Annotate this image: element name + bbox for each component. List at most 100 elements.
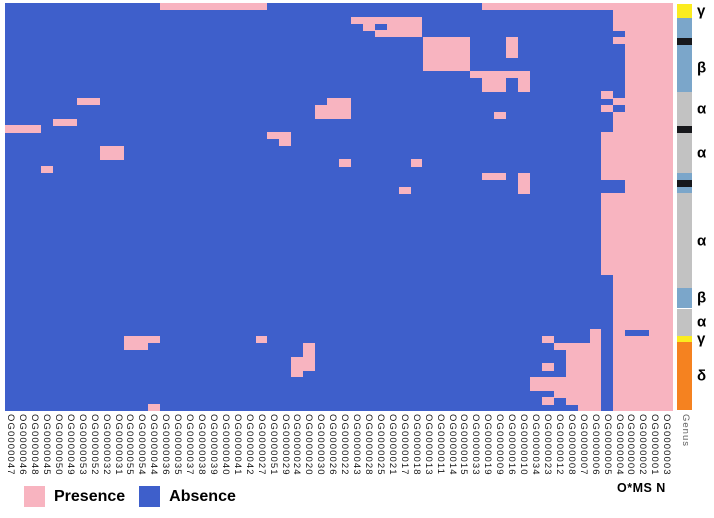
presence-run: [517, 186, 530, 194]
presence-run: [315, 105, 351, 113]
presence-run: [124, 336, 161, 344]
x-axis-label: OG0000043: [351, 414, 363, 476]
presence-run: [601, 200, 673, 208]
x-axis-label: OG0000055: [124, 414, 136, 476]
presence-run: [422, 57, 471, 65]
presence-run: [517, 173, 530, 181]
x-axis-label: OG0000050: [52, 414, 64, 476]
presence-run: [613, 309, 673, 317]
genus-bar-segment: [677, 132, 692, 174]
presence-run: [625, 57, 673, 65]
x-axis-label: OG0000021: [386, 414, 398, 476]
absence-swatch: [139, 486, 161, 507]
presence-run: [565, 349, 602, 357]
x-axis-label: OG0000002: [637, 414, 649, 476]
presence-run: [350, 16, 423, 24]
presence-run: [303, 349, 316, 357]
genus-class-label: α: [697, 100, 707, 118]
presence-run: [613, 98, 673, 106]
genus-bar-segment: [677, 179, 692, 187]
presence-run: [76, 98, 101, 106]
x-axis-label: OG0000006: [589, 414, 601, 476]
x-axis-label: OG0000044: [148, 414, 160, 476]
presence-run: [601, 193, 673, 201]
presence-run: [601, 220, 673, 228]
presence-run: [100, 152, 125, 160]
presence-run: [601, 145, 673, 153]
presence-run: [565, 363, 602, 371]
x-axis-label: OG0000042: [243, 414, 255, 476]
presence-run: [613, 370, 673, 378]
x-axis-label: OG0000003: [661, 414, 673, 476]
presence-swatch: [24, 486, 45, 507]
presence-run: [625, 50, 673, 58]
presence-run: [482, 84, 506, 92]
x-axis-label: OG0000000: [625, 414, 637, 476]
genus-bar-segment: [677, 308, 692, 336]
genus-bar-segment: [677, 186, 692, 194]
x-axis-label: OG0000020: [303, 414, 315, 476]
presence-run: [589, 329, 602, 337]
presence-run: [482, 77, 506, 85]
x-axis-label: OG0000037: [184, 414, 196, 476]
presence-run: [613, 118, 673, 126]
x-axis-label: OG0000052: [88, 414, 100, 476]
genus-annotation-bar: [677, 4, 692, 410]
x-axis-label: OG0000012: [553, 414, 565, 476]
genus-bar-segment: [677, 193, 692, 289]
genus-bar-segment: [677, 342, 692, 410]
presence-run: [362, 23, 375, 31]
presence-run: [613, 336, 673, 344]
x-axis-label: OG0000007: [577, 414, 589, 476]
presence-run: [255, 336, 268, 344]
presence-run: [506, 37, 518, 45]
genus-class-label: α: [697, 313, 707, 331]
genus-bar-segment: [677, 4, 692, 18]
presence-run: [613, 363, 673, 371]
x-axis-label: OG0000005: [601, 414, 613, 476]
presence-run: [482, 3, 673, 11]
x-axis-label: OG0000034: [530, 414, 542, 476]
x-axis-label: OG0000040: [219, 414, 231, 476]
x-axis-label: OG0000041: [231, 414, 243, 476]
presence-run: [541, 397, 554, 405]
presence-run: [601, 91, 614, 99]
presence-run: [613, 383, 673, 391]
genus-class-label: γ: [697, 2, 706, 20]
genus-axis-title: Genus: [680, 414, 691, 447]
presence-run: [148, 404, 161, 412]
presence-run: [601, 139, 673, 147]
presence-run: [625, 179, 673, 187]
x-axis-label: OG0000019: [482, 414, 494, 476]
presence-run: [601, 207, 673, 215]
genus-bar-segment: [677, 44, 692, 92]
presence-run: [291, 356, 316, 364]
x-axis-label: OG0000024: [291, 414, 303, 476]
presence-run: [613, 275, 673, 283]
genus-bar-segment: [677, 173, 692, 180]
presence-run: [625, 71, 673, 79]
x-axis-label: OG0000026: [327, 414, 339, 476]
presence-run: [613, 125, 673, 133]
presence-run: [422, 37, 471, 45]
presence-run: [422, 43, 471, 51]
presence-run: [565, 370, 602, 378]
presence-run: [613, 329, 626, 337]
presence-run: [613, 349, 673, 357]
genus-bar-segment: [677, 37, 692, 45]
presence-run: [160, 3, 268, 11]
genus-bar-segment: [677, 288, 692, 309]
presence-run: [327, 98, 351, 106]
x-axis-label: OG0000009: [494, 414, 506, 476]
x-axis-label: OG0000033: [470, 414, 482, 476]
presence-label: Presence: [54, 488, 126, 505]
x-axis-label: OG0000008: [565, 414, 577, 476]
presence-run: [470, 71, 530, 79]
genus-bar-segment: [677, 335, 692, 343]
genus-class-label: β: [697, 289, 707, 307]
presence-run: [613, 397, 673, 405]
presence-run: [52, 118, 77, 126]
presence-run: [613, 295, 673, 303]
presence-run: [529, 383, 602, 391]
x-axis-label: OG0000028: [363, 414, 375, 476]
